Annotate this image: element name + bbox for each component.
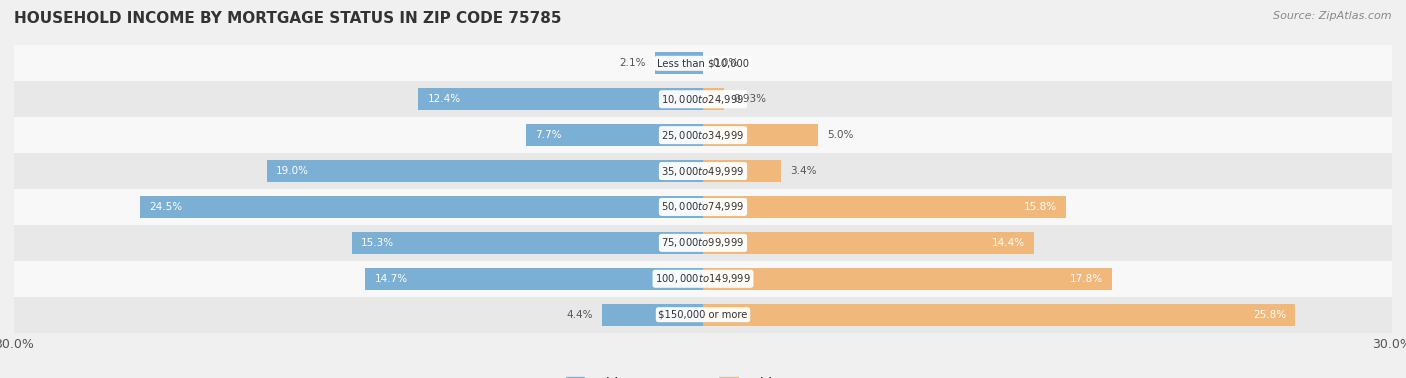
Bar — [14, 81, 1392, 117]
Legend: Without Mortgage, With Mortgage: Without Mortgage, With Mortgage — [565, 376, 841, 378]
Bar — [14, 261, 1392, 297]
Text: $100,000 to $149,999: $100,000 to $149,999 — [655, 272, 751, 285]
Text: 14.7%: 14.7% — [374, 274, 408, 284]
Bar — [141, 196, 703, 218]
Bar — [418, 88, 703, 110]
Text: Less than $10,000: Less than $10,000 — [657, 58, 749, 68]
Text: $150,000 or more: $150,000 or more — [658, 310, 748, 320]
Text: 5.0%: 5.0% — [827, 130, 853, 140]
Bar — [352, 232, 703, 254]
Text: $10,000 to $24,999: $10,000 to $24,999 — [661, 93, 745, 106]
Text: $25,000 to $34,999: $25,000 to $34,999 — [661, 129, 745, 142]
Text: $35,000 to $49,999: $35,000 to $49,999 — [661, 164, 745, 178]
Bar — [655, 52, 703, 74]
Text: 17.8%: 17.8% — [1070, 274, 1102, 284]
Bar — [703, 232, 1033, 254]
Bar — [14, 45, 1392, 81]
Text: 0.0%: 0.0% — [713, 58, 738, 68]
Text: 25.8%: 25.8% — [1253, 310, 1286, 320]
Bar — [526, 124, 703, 146]
Bar — [14, 117, 1392, 153]
Text: 2.1%: 2.1% — [619, 58, 645, 68]
Bar — [14, 153, 1392, 189]
Text: 24.5%: 24.5% — [149, 202, 183, 212]
Text: 15.3%: 15.3% — [361, 238, 394, 248]
Text: 19.0%: 19.0% — [276, 166, 309, 176]
Text: 3.4%: 3.4% — [790, 166, 817, 176]
Text: HOUSEHOLD INCOME BY MORTGAGE STATUS IN ZIP CODE 75785: HOUSEHOLD INCOME BY MORTGAGE STATUS IN Z… — [14, 11, 561, 26]
Text: $50,000 to $74,999: $50,000 to $74,999 — [661, 200, 745, 214]
Text: 12.4%: 12.4% — [427, 94, 461, 104]
Bar — [14, 189, 1392, 225]
Bar — [267, 160, 703, 182]
Text: 0.93%: 0.93% — [734, 94, 766, 104]
Bar — [703, 160, 782, 182]
Bar — [703, 124, 818, 146]
Text: $75,000 to $99,999: $75,000 to $99,999 — [661, 236, 745, 249]
Bar — [366, 268, 703, 290]
Text: 14.4%: 14.4% — [991, 238, 1025, 248]
Bar — [602, 304, 703, 326]
Text: 4.4%: 4.4% — [567, 310, 593, 320]
Bar — [14, 297, 1392, 333]
Text: 7.7%: 7.7% — [536, 130, 562, 140]
Bar — [703, 196, 1066, 218]
Text: Source: ZipAtlas.com: Source: ZipAtlas.com — [1274, 11, 1392, 21]
Bar — [14, 225, 1392, 261]
Bar — [703, 268, 1112, 290]
Bar — [703, 88, 724, 110]
Bar — [703, 304, 1295, 326]
Text: 15.8%: 15.8% — [1024, 202, 1057, 212]
